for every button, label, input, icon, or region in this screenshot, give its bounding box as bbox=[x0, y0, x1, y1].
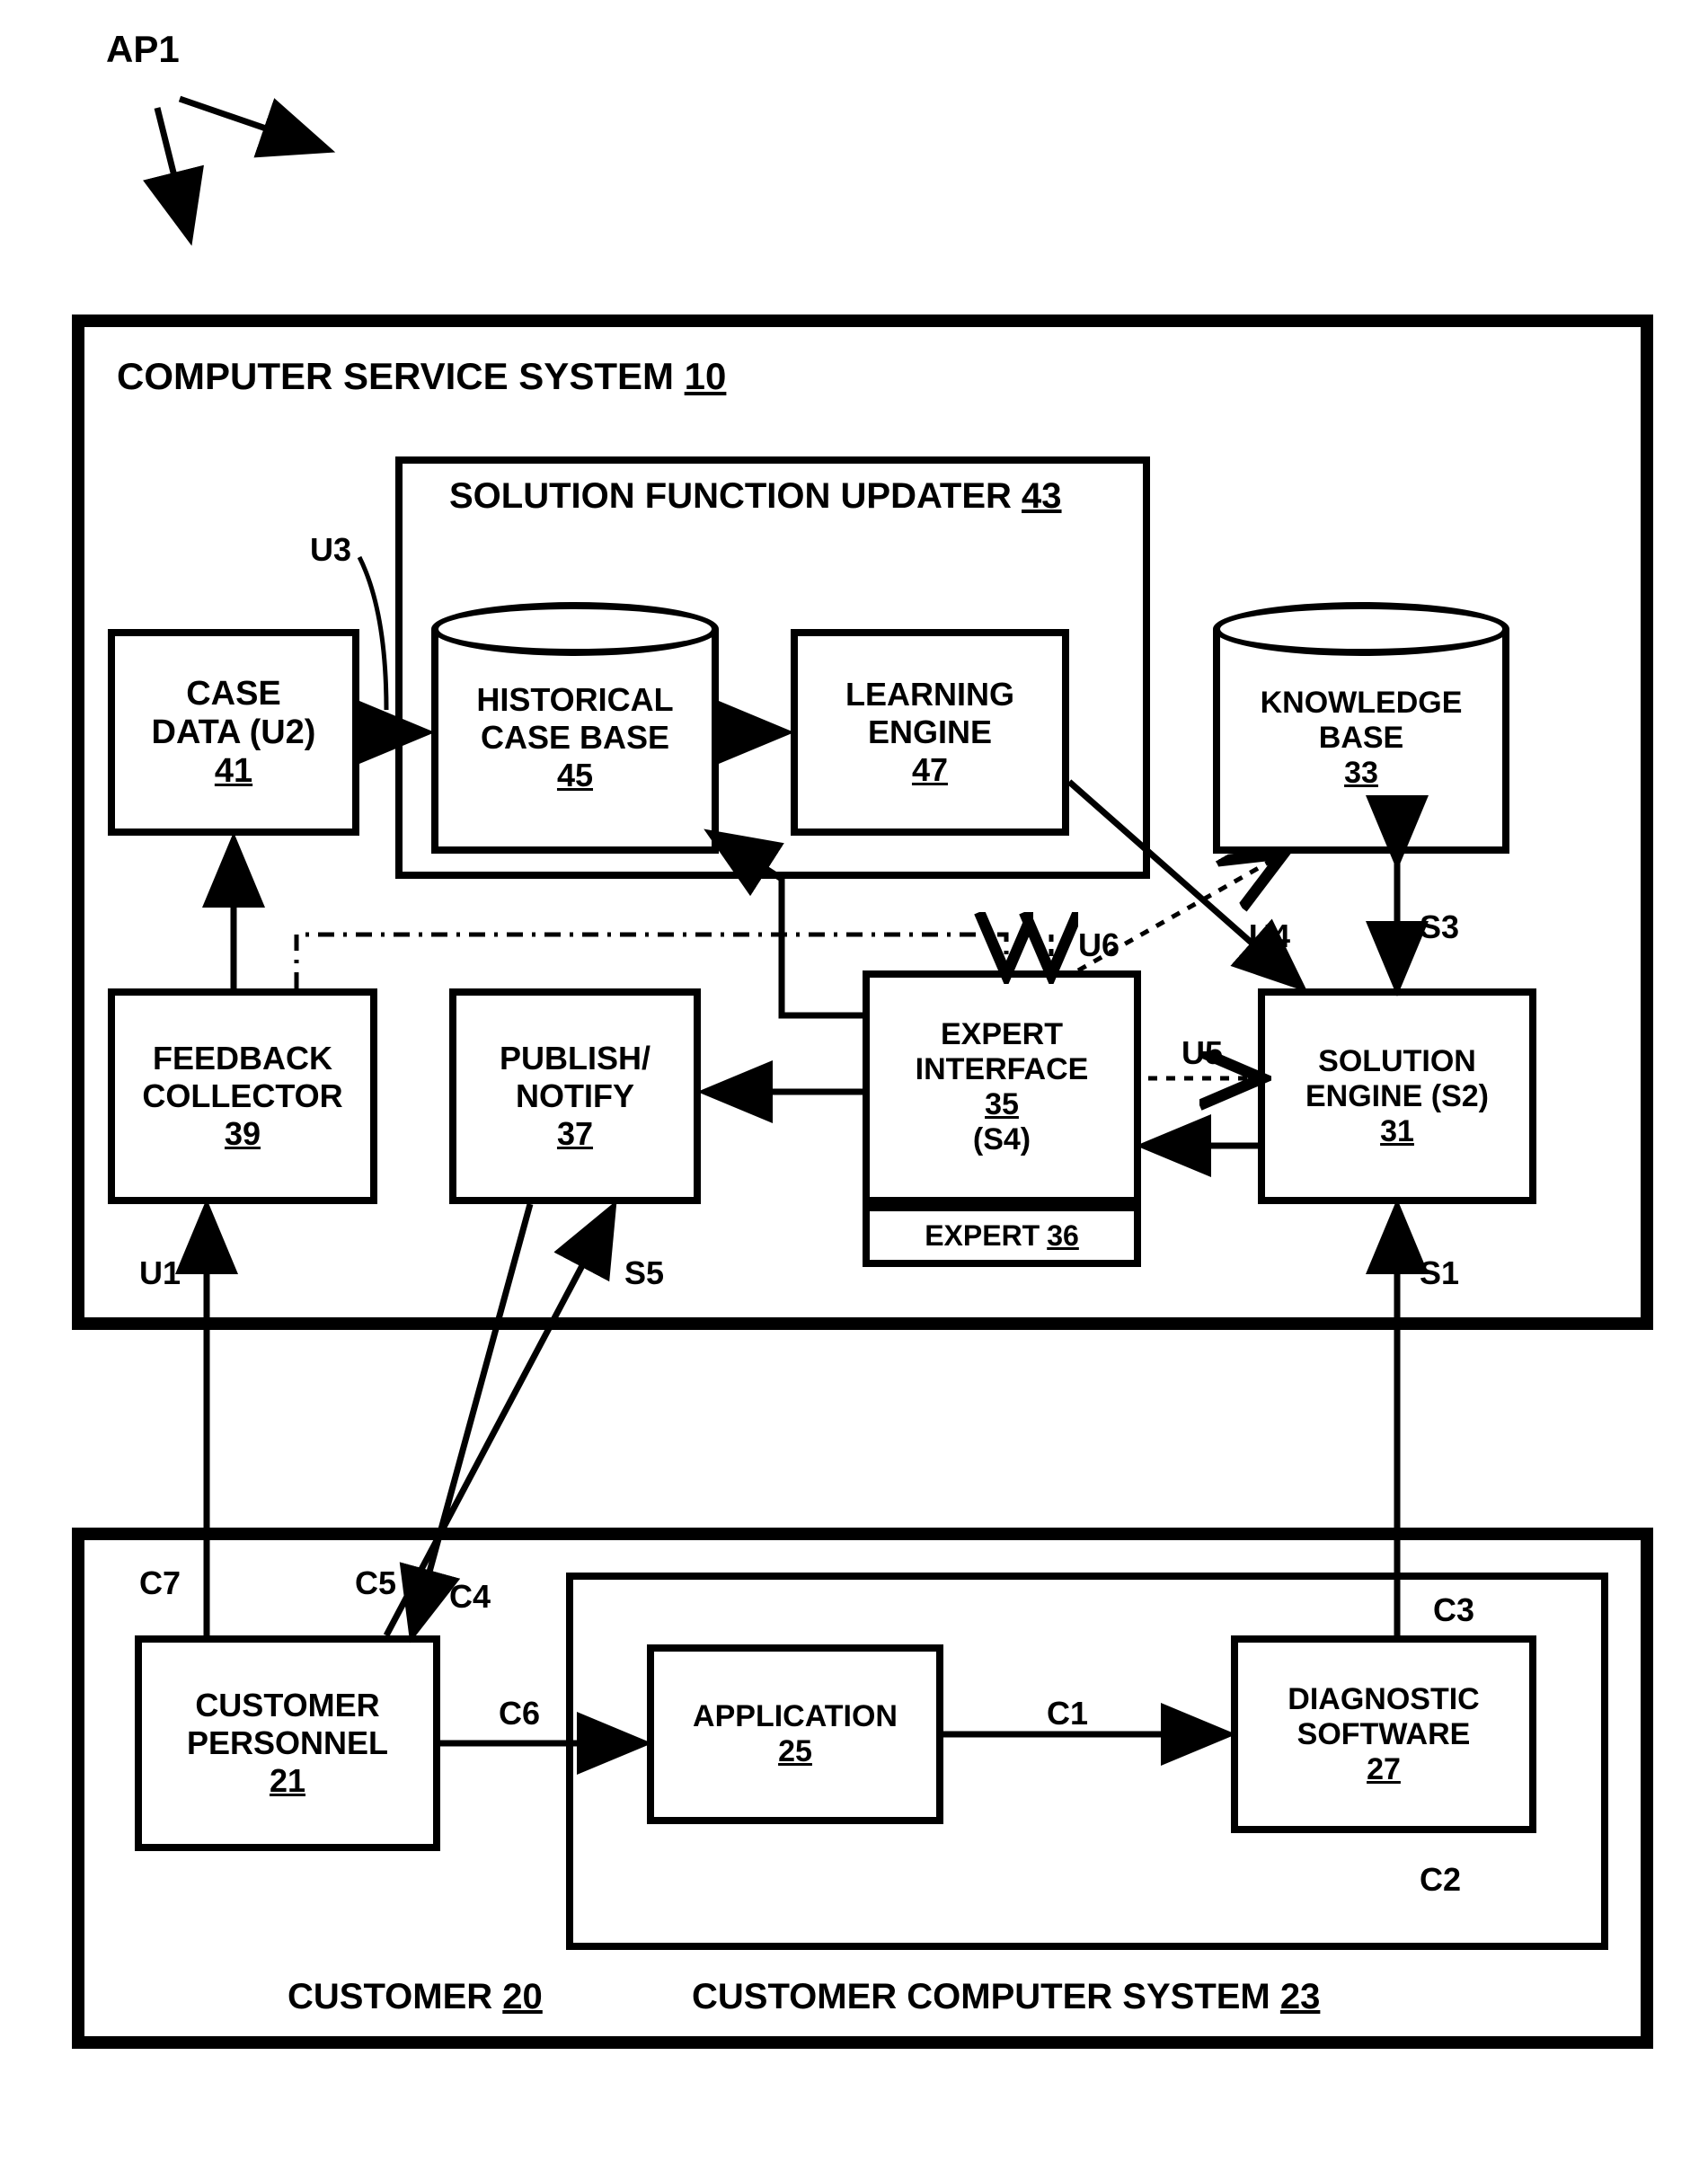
hist-ref: 45 bbox=[557, 757, 593, 794]
ccs-title-text: CUSTOMER COMPUTER SYSTEM bbox=[692, 1977, 1270, 2016]
u5-label: U5 bbox=[1181, 1033, 1223, 1072]
cust-pers-l1: CUSTOMER bbox=[195, 1687, 379, 1724]
s5-label: S5 bbox=[624, 1254, 664, 1292]
u3-label: U3 bbox=[310, 530, 351, 569]
feedback-l2: COLLECTOR bbox=[142, 1077, 342, 1115]
publish-l1: PUBLISH/ bbox=[500, 1040, 650, 1077]
customer-ref: 20 bbox=[502, 1977, 543, 2016]
case-data-box: CASE DATA (U2) 41 bbox=[108, 629, 359, 836]
solution-box: SOLUTION ENGINE (S2) 31 bbox=[1258, 988, 1536, 1204]
publish-l2: NOTIFY bbox=[516, 1077, 634, 1115]
customer-title-text: CUSTOMER bbox=[288, 1977, 492, 2016]
app-box: APPLICATION 25 bbox=[647, 1644, 943, 1824]
feedback-box: FEEDBACK COLLECTOR 39 bbox=[108, 988, 377, 1204]
s3-label: S3 bbox=[1420, 908, 1459, 946]
diag-ref: 27 bbox=[1367, 1752, 1401, 1787]
c7-label: C7 bbox=[139, 1564, 181, 1602]
hist-l1: HISTORICAL bbox=[476, 681, 673, 719]
cust-pers-ref: 21 bbox=[270, 1762, 305, 1800]
css-title-text: COMPUTER SERVICE SYSTEM bbox=[117, 355, 674, 397]
diag-l1: DIAGNOSTIC bbox=[1288, 1682, 1479, 1717]
app-l1: APPLICATION bbox=[693, 1699, 898, 1734]
diag-box: DIAGNOSTIC SOFTWARE 27 bbox=[1231, 1635, 1536, 1833]
expert-if-paren: (S4) bbox=[973, 1122, 1031, 1157]
expert-if-box: EXPERT INTERFACE 35 (S4) bbox=[863, 970, 1141, 1204]
c6-label: C6 bbox=[499, 1694, 540, 1732]
expert-l1: EXPERT bbox=[925, 1219, 1040, 1253]
kb-ref: 33 bbox=[1344, 756, 1378, 791]
hist-cyl: HISTORICAL CASE BASE 45 bbox=[431, 602, 719, 854]
expert-ref: 36 bbox=[1047, 1219, 1079, 1253]
ccs-title: CUSTOMER COMPUTER SYSTEM 23 bbox=[692, 1977, 1320, 2017]
u4-label: U4 bbox=[1249, 917, 1290, 955]
solution-ref: 31 bbox=[1380, 1114, 1414, 1149]
case-data-l1: CASE bbox=[186, 675, 281, 713]
sfu-ref: 43 bbox=[1022, 476, 1062, 516]
learn-l1: LEARNING bbox=[845, 676, 1014, 713]
feedback-l1: FEEDBACK bbox=[153, 1040, 332, 1077]
hist-l2: CASE BASE bbox=[481, 719, 669, 757]
kb-l2: BASE bbox=[1319, 721, 1403, 756]
learn-ref: 47 bbox=[912, 751, 948, 789]
c2-label: C2 bbox=[1420, 1860, 1461, 1899]
u1-label: U1 bbox=[139, 1254, 181, 1292]
cust-pers-l2: PERSONNEL bbox=[187, 1724, 388, 1762]
c3-label: C3 bbox=[1433, 1590, 1474, 1629]
u6-label: U6 bbox=[1078, 926, 1119, 964]
publish-ref: 37 bbox=[557, 1115, 593, 1153]
expert-if-ref: 35 bbox=[985, 1087, 1019, 1122]
feedback-ref: 39 bbox=[225, 1115, 261, 1153]
solution-l2: ENGINE (S2) bbox=[1305, 1079, 1489, 1114]
solution-l1: SOLUTION bbox=[1318, 1044, 1476, 1079]
case-data-ref: 41 bbox=[215, 752, 252, 791]
sfu-title: SOLUTION FUNCTION UPDATER 43 bbox=[449, 476, 1062, 517]
kb-cyl: KNOWLEDGE BASE 33 bbox=[1213, 602, 1509, 854]
sfu-title-text: SOLUTION FUNCTION UPDATER bbox=[449, 476, 1012, 516]
css-ref: 10 bbox=[685, 355, 727, 397]
learn-box: LEARNING ENGINE 47 bbox=[791, 629, 1069, 836]
ap1-label: AP1 bbox=[106, 27, 180, 72]
learn-l2: ENGINE bbox=[868, 713, 992, 751]
case-data-l2: DATA (U2) bbox=[152, 713, 316, 752]
publish-box: PUBLISH/ NOTIFY 37 bbox=[449, 988, 701, 1204]
css-title: COMPUTER SERVICE SYSTEM 10 bbox=[117, 355, 726, 398]
kb-l1: KNOWLEDGE bbox=[1261, 686, 1463, 721]
ccs-ref: 23 bbox=[1280, 1977, 1321, 2016]
expert-if-l2: INTERFACE bbox=[916, 1052, 1089, 1087]
expert-box: EXPERT 36 bbox=[863, 1204, 1141, 1267]
expert-if-l1: EXPERT bbox=[941, 1017, 1063, 1052]
app-ref: 25 bbox=[778, 1734, 812, 1769]
c1-label: C1 bbox=[1047, 1694, 1088, 1732]
cust-pers-box: CUSTOMER PERSONNEL 21 bbox=[135, 1635, 440, 1851]
c4-label: C4 bbox=[449, 1577, 491, 1616]
customer-title: CUSTOMER 20 bbox=[288, 1977, 543, 2017]
diag-l2: SOFTWARE bbox=[1297, 1717, 1471, 1752]
s1-label: S1 bbox=[1420, 1254, 1459, 1292]
c5-label: C5 bbox=[355, 1564, 396, 1602]
